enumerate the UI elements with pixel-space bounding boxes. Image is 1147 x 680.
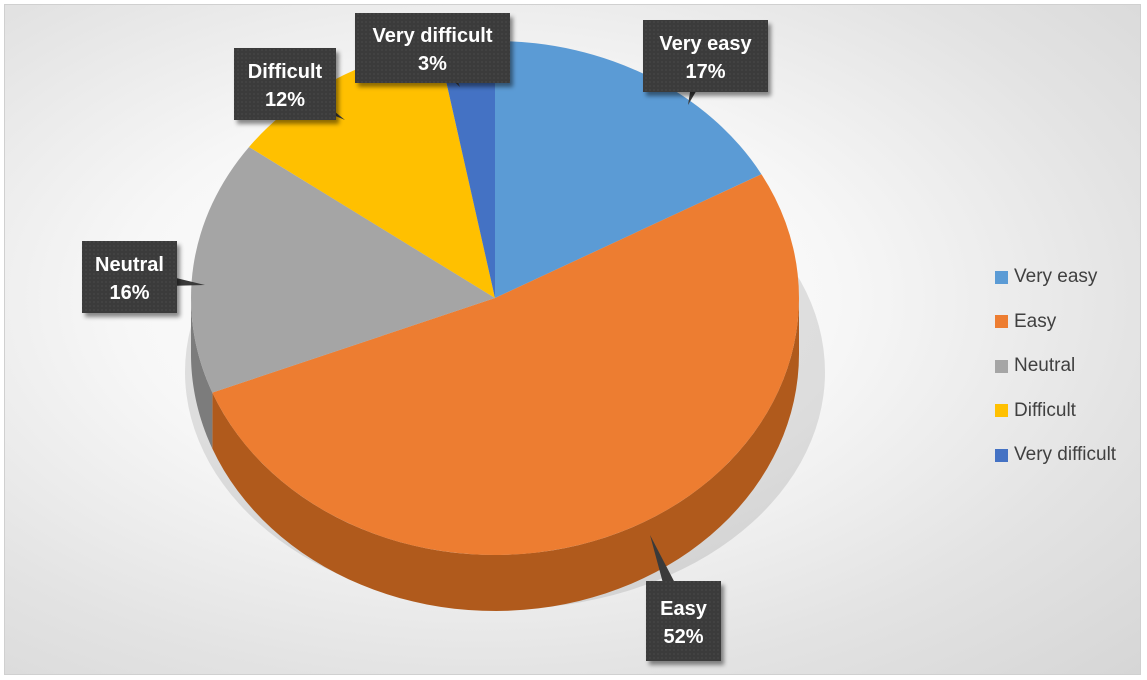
data-label-category: Difficult xyxy=(248,61,323,83)
legend-swatch xyxy=(995,404,1008,418)
legend-item-difficult: Difficult xyxy=(995,389,1116,434)
pie-slice-neutral xyxy=(191,146,495,393)
data-label-value: 16% xyxy=(109,282,149,304)
data-label-very-easy: Very easy 17% xyxy=(643,20,768,105)
data-label-box xyxy=(355,13,510,83)
data-label-box xyxy=(643,20,768,92)
legend-swatch xyxy=(995,315,1008,329)
legend-swatch xyxy=(995,359,1008,373)
data-label-box xyxy=(82,241,177,313)
legend-item-neutral: Neutral xyxy=(995,344,1116,389)
data-label-category: Very difficult xyxy=(372,25,492,47)
legend-swatch xyxy=(995,448,1008,462)
pie-slice-easy xyxy=(212,174,799,555)
legend-label: Easy xyxy=(1014,310,1057,332)
pie-slice-very-easy xyxy=(495,41,762,298)
data-label-easy: Easy 52% xyxy=(646,535,721,661)
data-label-difficult: Difficult 12% xyxy=(234,48,345,120)
legend-item-easy: Easy xyxy=(995,300,1116,345)
data-label-neutral: Neutral 16% xyxy=(82,241,205,313)
data-label-value: 3% xyxy=(418,53,447,75)
pie-side-easy xyxy=(212,298,800,611)
legend-item-very-difficult: Very difficult xyxy=(995,433,1116,478)
data-label-category: Easy xyxy=(660,598,708,620)
data-label-value: 52% xyxy=(663,626,703,648)
data-label-category: Very easy xyxy=(659,33,752,55)
pie-slice-very-difficult xyxy=(438,41,495,298)
legend-swatch xyxy=(995,270,1008,284)
legend-item-very-easy: Very easy xyxy=(995,255,1116,300)
data-label-very-difficult: Very difficult 3% xyxy=(355,13,510,87)
data-label-value: 12% xyxy=(265,89,305,111)
data-label-box xyxy=(646,581,721,661)
data-label-box xyxy=(234,48,336,120)
pie-chart: Very easy 17% Easy 52% Neutral 16% Difficult 12… xyxy=(82,13,825,661)
legend-label: Neutral xyxy=(1014,355,1076,377)
legend-label: Very easy xyxy=(1014,266,1098,288)
chart-area: Very easy 17% Easy 52% Neutral 16% Difficult 12… xyxy=(4,4,1141,675)
pie-side-neutral xyxy=(191,298,213,449)
data-label-value: 17% xyxy=(685,61,725,83)
legend-label: Very difficult xyxy=(1014,444,1117,466)
data-label-category: Neutral xyxy=(95,254,164,276)
legend: Very easy Easy Neutral Difficult Very di… xyxy=(995,255,1116,478)
legend-label: Difficult xyxy=(1014,399,1076,421)
